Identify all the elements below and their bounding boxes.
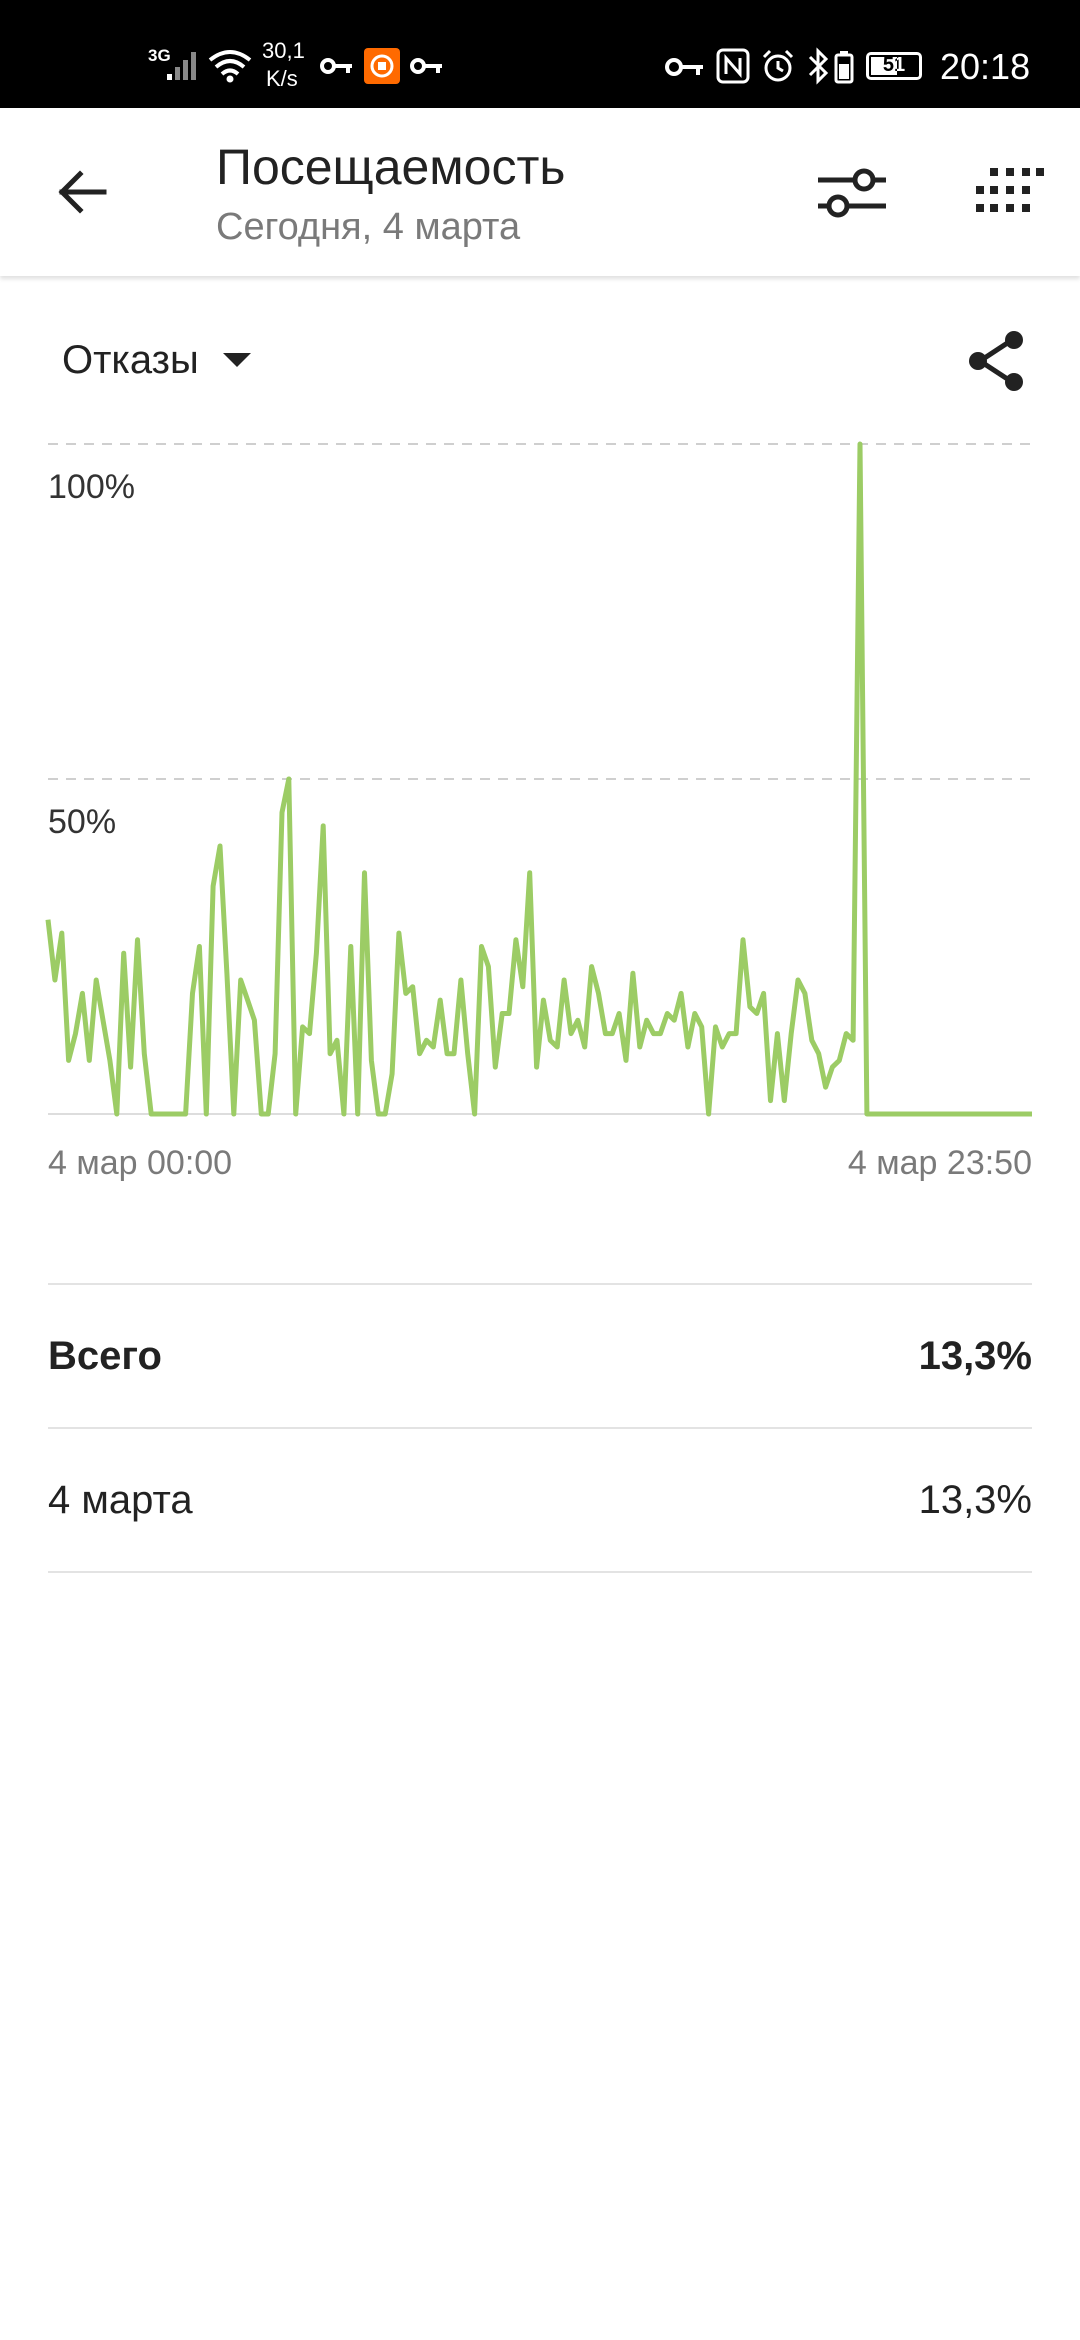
chart-series: [45, 441, 1032, 1117]
network-type: 3G: [148, 46, 171, 65]
key-icon: [665, 58, 703, 76]
app-bar: Посещаемость Сегодня, 4 марта: [0, 108, 1080, 276]
battery-level: 51: [866, 52, 922, 80]
chart-y-ticks: 100% 50%: [48, 468, 135, 841]
alarm-icon: [762, 49, 794, 82]
filter-sliders-icon[interactable]: [814, 164, 890, 224]
y-tick-label: 50%: [48, 803, 116, 841]
summary-row-total: Всего 13,3%: [48, 1283, 1032, 1429]
page-subtitle: Сегодня, 4 марта: [216, 206, 521, 248]
battery-percent: 51: [882, 54, 906, 76]
metric-dropdown[interactable]: Отказы: [62, 330, 253, 390]
key-icon: [410, 58, 442, 74]
summary-label: 4 марта: [48, 1477, 193, 1522]
y-tick-label: 100%: [48, 468, 135, 506]
back-arrow-icon[interactable]: [50, 160, 114, 224]
signal-icon: [167, 52, 196, 80]
dropdown-triangle-icon: [222, 353, 251, 367]
status-bar: 3G 30,1 K/s: [0, 0, 1080, 108]
wifi-icon: [208, 50, 252, 83]
nfc-icon: [716, 48, 750, 84]
network-speed: 30,1: [262, 38, 305, 63]
clock: 20:18: [940, 46, 1031, 87]
summary-table: Всего 13,3% 4 марта 13,3%: [48, 1283, 1032, 1573]
summary-value: 13,3%: [918, 1333, 1032, 1378]
summary-value: 13,3%: [918, 1477, 1032, 1522]
summary-label: Всего: [48, 1333, 162, 1378]
network-speed-unit: K/s: [266, 66, 298, 91]
x-axis-end-label: 4 мар 23:50: [848, 1144, 1032, 1182]
key-icon: [320, 58, 352, 74]
battery-icon: [834, 51, 854, 84]
bluetooth-icon: [808, 47, 829, 85]
x-axis-start-label: 4 мар 00:00: [48, 1144, 232, 1182]
share-icon[interactable]: [962, 326, 1032, 396]
bounce-rate-chart: 100% 50% 4 мар 00:00 4 мар 23:50: [45, 441, 1032, 1182]
summary-row-date: 4 марта 13,3%: [48, 1429, 1032, 1573]
metric-selected-label: Отказы: [62, 337, 199, 382]
series-line: [45, 441, 1032, 1117]
mi-app-icon: [364, 48, 400, 84]
page-title: Посещаемость: [216, 139, 566, 195]
grid-menu-icon[interactable]: [974, 166, 1044, 218]
